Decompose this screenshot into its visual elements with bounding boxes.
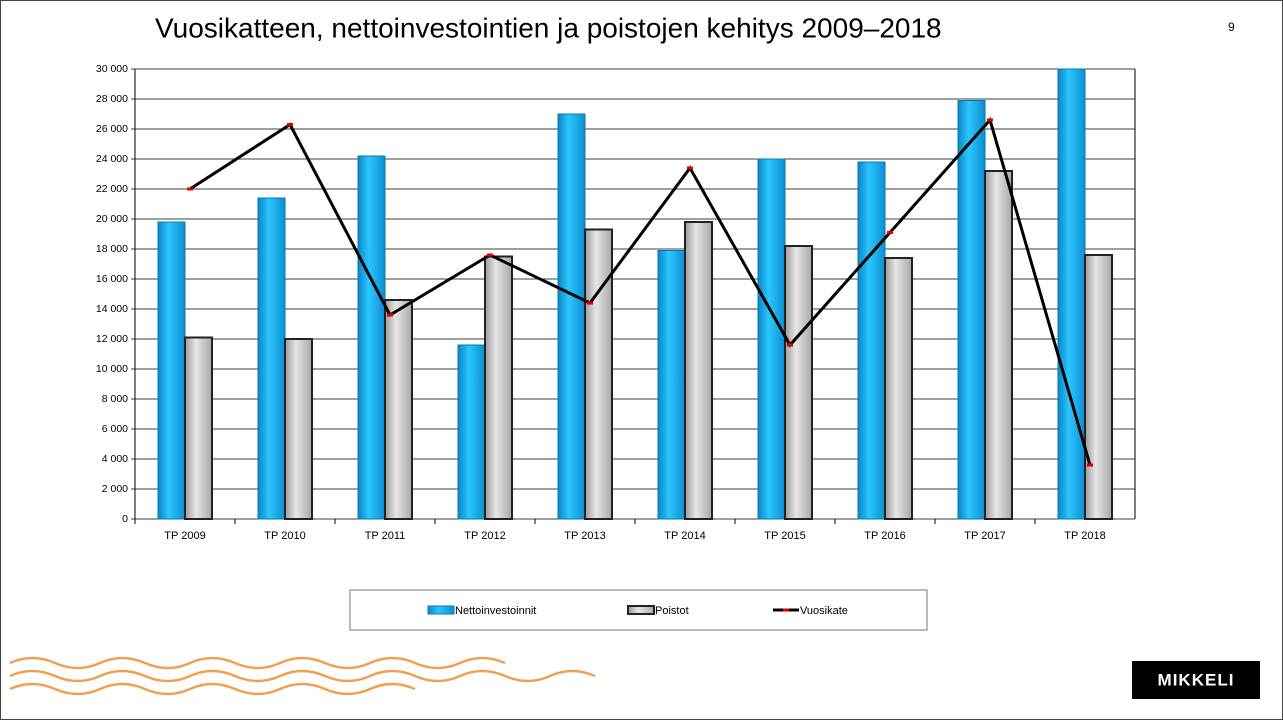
x-tick-label: TP 2012	[464, 530, 505, 542]
line-marker	[687, 166, 693, 170]
y-tick-label: 26 000	[96, 123, 128, 135]
legend-marker	[783, 608, 789, 612]
bar	[757, 158, 786, 520]
bar	[384, 299, 413, 520]
y-tick-label: 8 000	[102, 393, 128, 405]
bar	[584, 228, 613, 520]
bar	[957, 100, 986, 520]
line-marker	[987, 118, 993, 122]
x-tick-label: TP 2016	[864, 530, 905, 542]
x-tick-label: TP 2017	[964, 530, 1005, 542]
legend-swatch	[627, 605, 655, 615]
y-tick-label: 16 000	[96, 273, 128, 285]
chart-title: Vuosikatteen, nettoinvestointien ja pois…	[155, 12, 942, 43]
bar	[257, 197, 286, 520]
bar	[884, 257, 913, 520]
legend-label: Nettoinvestoinnit	[455, 605, 536, 617]
x-tick-label: TP 2009	[164, 530, 205, 542]
legend-swatch	[427, 605, 455, 615]
y-tick-label: 24 000	[96, 153, 128, 165]
x-tick-label: TP 2011	[365, 530, 406, 542]
bar	[784, 245, 813, 520]
y-tick-label: 14 000	[96, 303, 128, 315]
x-tick-label: TP 2013	[564, 530, 605, 542]
logo-box	[1132, 661, 1260, 699]
y-tick-label: 18 000	[96, 243, 128, 255]
y-tick-label: 4 000	[102, 453, 128, 465]
page-number: 9	[1228, 20, 1235, 34]
bar	[457, 344, 486, 520]
bar	[484, 255, 513, 520]
bar	[357, 155, 386, 520]
decoration-waves	[9, 656, 596, 696]
y-tick-label: 10 000	[96, 363, 128, 375]
line-marker	[387, 313, 393, 317]
bar	[1084, 254, 1113, 520]
y-tick-label: 12 000	[96, 333, 128, 345]
bar	[157, 221, 186, 520]
y-tick-label: 30 000	[96, 63, 128, 75]
bar	[557, 113, 586, 520]
line	[189, 116, 1092, 466]
line-marker	[287, 123, 293, 126]
legend-label: Poistot	[655, 605, 689, 617]
bar	[657, 250, 686, 520]
x-tick-label: TP 2018	[1064, 530, 1105, 542]
bar	[184, 336, 213, 520]
logo: MIKKELI	[1158, 670, 1235, 689]
y-tick-label: 2 000	[102, 483, 128, 495]
y-tick-label: 20 000	[96, 213, 128, 225]
y-tick-label: 28 000	[96, 93, 128, 105]
y-tick-label: 0	[122, 513, 128, 525]
bar	[1057, 68, 1086, 520]
line-marker	[587, 301, 593, 305]
x-tick-label: TP 2014	[664, 530, 705, 542]
line-marker	[187, 187, 193, 191]
bar	[684, 221, 713, 520]
bar	[857, 161, 886, 520]
x-tick-label: TP 2010	[264, 530, 305, 542]
line-marker	[1087, 463, 1093, 467]
x-tick-label: TP 2015	[764, 530, 805, 542]
y-tick-label: 22 000	[96, 183, 128, 195]
legend-label: Vuosikate	[800, 605, 848, 617]
bar	[284, 338, 313, 520]
bar	[984, 170, 1013, 520]
line-marker	[887, 231, 893, 234]
line-marker	[487, 253, 493, 257]
y-tick-label: 6 000	[102, 423, 128, 435]
line-marker	[787, 343, 793, 347]
